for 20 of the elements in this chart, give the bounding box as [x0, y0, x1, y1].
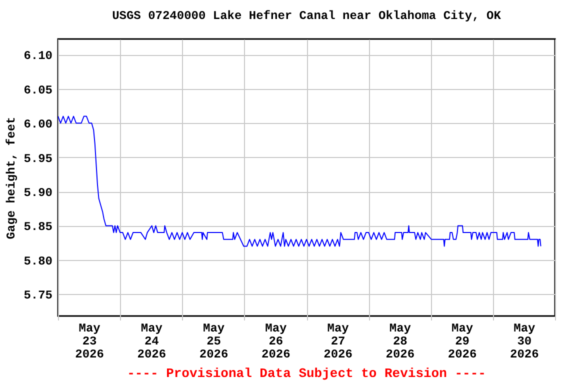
x-tick-label: May 27 2026	[324, 322, 352, 362]
x-tick-label: May 28 2026	[386, 322, 415, 362]
y-tick-label: 5.75	[24, 288, 52, 303]
chart-title: USGS 07240000 Lake Hefner Canal near Oklahoma City, OK	[112, 9, 502, 23]
y-tick-label: 5.85	[24, 220, 52, 234]
y-tick-label: 5.90	[24, 186, 52, 200]
y-tick-label: 6.00	[24, 118, 52, 132]
x-tick-label: May 26 2026	[262, 322, 290, 362]
y-tick-label: 5.95	[24, 152, 52, 166]
x-tick-label: May 24 2026	[137, 322, 166, 362]
y-axis-title: Gage height, feet	[4, 116, 19, 240]
y-tick-label: 5.80	[24, 254, 52, 268]
x-tick-label: May 29 2026	[448, 322, 477, 362]
x-tick-label: May 30 2026	[510, 322, 539, 362]
x-tick-label: May 23 2026	[75, 322, 104, 362]
text: ---- Provisional Data Subject to Revision ----	[126, 366, 487, 381]
line-series	[58, 116, 542, 247]
y-tick-label: 6.05	[24, 83, 52, 98]
x-tick-label: May 25 2026	[199, 322, 228, 362]
y-tick-label: 6.10	[24, 49, 52, 64]
